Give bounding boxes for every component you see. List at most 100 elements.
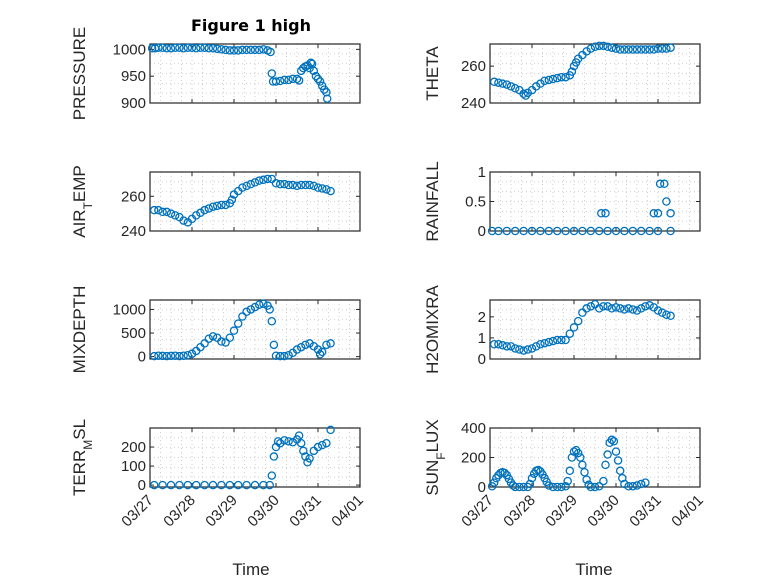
data-point — [519, 346, 528, 355]
data-point — [301, 452, 310, 461]
y-tick-label: 0 — [138, 477, 146, 494]
data-point — [217, 200, 226, 210]
y-tick-label: 240 — [461, 95, 486, 112]
data-point — [175, 351, 184, 361]
data-point — [586, 44, 596, 53]
y-tick-label: 0 — [138, 349, 146, 366]
data-point — [544, 337, 554, 347]
data-point — [191, 211, 201, 220]
data-point — [301, 340, 310, 350]
data-point — [620, 479, 629, 489]
x-tick-label: 03/30 — [584, 492, 623, 531]
x-tick-label: 03/30 — [244, 492, 283, 531]
data-point — [620, 45, 629, 54]
data-point — [254, 176, 264, 185]
data-point — [267, 69, 277, 78]
axes-box — [149, 43, 361, 104]
data-point — [217, 480, 226, 490]
data-point — [645, 301, 654, 310]
data-point — [200, 205, 209, 215]
data-point — [615, 466, 625, 476]
data-point — [267, 174, 277, 184]
data-point — [489, 339, 499, 349]
data-point — [158, 207, 167, 217]
data-point — [242, 307, 251, 317]
data-point — [540, 76, 549, 86]
data-point — [196, 208, 205, 218]
data-point — [263, 174, 272, 184]
data-point — [299, 446, 308, 456]
data-point — [275, 76, 285, 86]
data-point — [527, 344, 537, 353]
x-axis-label-right: Time — [575, 560, 612, 579]
data-point — [175, 43, 184, 53]
data-point — [534, 465, 543, 475]
data-point — [292, 181, 302, 191]
y-axis-label: MIXDEPTH — [70, 286, 89, 374]
data-point — [531, 82, 541, 91]
data-point — [250, 302, 260, 312]
data-point — [548, 482, 558, 492]
data-point — [170, 351, 180, 360]
data-point — [315, 77, 325, 86]
data-point — [179, 351, 188, 360]
y-tick-label: 900 — [121, 95, 146, 112]
data-point — [284, 180, 293, 190]
data-point — [655, 179, 665, 189]
data-point — [594, 482, 604, 491]
data-point — [259, 175, 268, 185]
data-point — [315, 350, 325, 359]
subplot-sun_flux: 0 200 400 03/27 03/28 03/29 03/30 03/31 04/01 SUN… — [423, 419, 707, 530]
data-point — [506, 82, 516, 91]
data-point — [489, 478, 499, 487]
subplot-rainfall: 0 0.5 1 RAINFALL — [423, 161, 701, 242]
data-point — [641, 302, 650, 311]
data-point — [246, 305, 256, 314]
y-tick-label: 1 — [478, 164, 486, 181]
data-point — [494, 339, 503, 349]
data-point — [576, 453, 585, 462]
data-point — [242, 181, 251, 191]
data-point — [265, 480, 274, 490]
data-point — [322, 438, 331, 448]
data-point — [590, 42, 600, 52]
data-point — [515, 482, 524, 492]
data-point — [217, 45, 226, 54]
data-point — [267, 316, 277, 326]
data-point — [221, 338, 230, 347]
data-point — [179, 216, 188, 225]
data-point — [603, 302, 612, 311]
data-point — [666, 226, 675, 236]
data-point — [632, 481, 642, 490]
data-point — [662, 310, 671, 319]
data-point — [242, 45, 251, 55]
data-point — [599, 41, 608, 51]
data-point — [162, 351, 172, 361]
data-point — [147, 44, 157, 53]
data-point — [597, 209, 606, 218]
y-axis-label: AIRTEMP — [70, 165, 95, 238]
data-point — [561, 226, 570, 236]
data-point — [599, 302, 608, 311]
data-point — [292, 74, 302, 84]
data-point — [166, 209, 176, 218]
data-point — [296, 180, 306, 190]
data-point — [149, 480, 159, 490]
subplot-air_temp: 240 260 AIRTEMP — [70, 165, 361, 240]
data-point — [284, 350, 293, 360]
data-point — [170, 43, 180, 53]
y-tick-label: 1 — [478, 330, 486, 347]
data-point — [271, 351, 281, 360]
data-point — [641, 478, 650, 487]
data-point — [284, 75, 293, 85]
y-axis-label: PRESSURE — [70, 27, 89, 121]
data-point — [280, 436, 289, 445]
data-point — [557, 72, 566, 82]
data-point — [569, 447, 579, 456]
data-point — [170, 211, 180, 220]
data-point — [280, 351, 289, 361]
x-tick-label: 04/01 — [328, 492, 367, 531]
data-point — [296, 438, 306, 448]
data-point — [607, 43, 617, 52]
